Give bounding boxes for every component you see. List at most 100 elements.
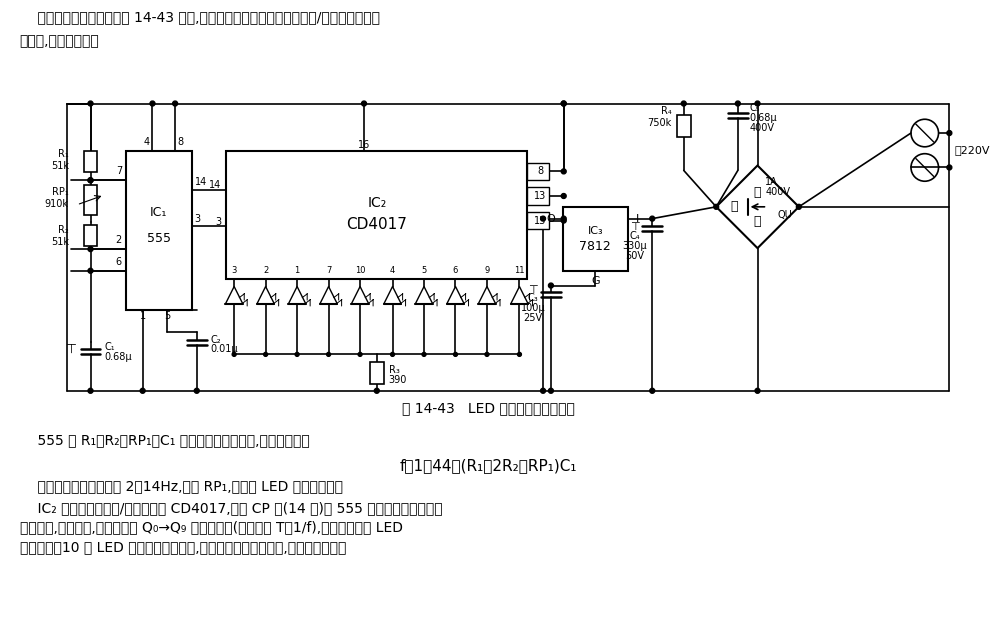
Text: 14: 14 xyxy=(194,178,207,187)
Text: 400V: 400V xyxy=(750,123,775,133)
Circle shape xyxy=(422,353,426,356)
Text: 50V: 50V xyxy=(625,251,644,261)
Text: C₄: C₄ xyxy=(629,231,640,242)
Text: C₂: C₂ xyxy=(210,335,221,345)
Bar xyxy=(528,212,549,230)
Text: 7: 7 xyxy=(116,166,122,176)
Text: 7: 7 xyxy=(326,266,331,275)
Text: 555: 555 xyxy=(147,232,171,245)
Text: 15: 15 xyxy=(534,216,547,226)
Text: 25V: 25V xyxy=(524,313,543,323)
Circle shape xyxy=(88,178,93,183)
Text: 51k: 51k xyxy=(51,237,68,247)
Circle shape xyxy=(232,353,236,356)
Circle shape xyxy=(797,204,802,209)
Text: 3: 3 xyxy=(194,214,201,224)
Text: ～: ～ xyxy=(754,215,761,228)
Text: O: O xyxy=(547,214,555,224)
Circle shape xyxy=(296,353,299,356)
Circle shape xyxy=(735,101,740,106)
Text: RP₁: RP₁ xyxy=(53,187,68,197)
Text: 图 14-43   LED 动态显示序列发生器: 图 14-43 LED 动态显示序列发生器 xyxy=(402,401,574,415)
Text: 5: 5 xyxy=(422,266,427,275)
Text: 0.01μ: 0.01μ xyxy=(210,344,238,354)
Circle shape xyxy=(682,101,686,106)
Text: 1A: 1A xyxy=(766,178,778,187)
Text: 390: 390 xyxy=(389,375,407,385)
Text: C₁: C₁ xyxy=(104,342,115,353)
Circle shape xyxy=(561,216,566,221)
Text: ＋: ＋ xyxy=(730,200,738,213)
Circle shape xyxy=(140,388,145,393)
Circle shape xyxy=(194,388,199,393)
Text: ～220V: ～220V xyxy=(954,145,990,155)
Text: 7812: 7812 xyxy=(579,240,611,253)
Circle shape xyxy=(150,101,155,106)
Circle shape xyxy=(549,388,554,393)
Bar xyxy=(677,115,690,137)
Text: G: G xyxy=(591,276,599,285)
Circle shape xyxy=(947,165,951,170)
Circle shape xyxy=(549,283,554,288)
Circle shape xyxy=(374,388,379,393)
Text: 100μ: 100μ xyxy=(521,303,546,313)
Text: 1: 1 xyxy=(140,311,146,321)
Circle shape xyxy=(264,353,268,356)
Bar xyxy=(562,207,628,271)
Circle shape xyxy=(561,193,566,198)
Circle shape xyxy=(561,101,566,106)
Text: IC₃: IC₃ xyxy=(587,226,603,236)
Text: 依次发光。10 个 LED 可组成不同的图案,或排成直线或组成圆圈,进行动态显示。: 依次发光。10 个 LED 可组成不同的图案,或排成直线或组成圆圈,进行动态显示… xyxy=(20,540,346,554)
Circle shape xyxy=(561,218,566,223)
Circle shape xyxy=(358,353,362,356)
Bar xyxy=(370,362,384,384)
Bar xyxy=(83,185,97,215)
Text: 6: 6 xyxy=(452,266,458,275)
Text: R₄: R₄ xyxy=(662,107,672,117)
Text: 5: 5 xyxy=(164,311,171,321)
Circle shape xyxy=(485,353,489,356)
Bar xyxy=(528,187,549,205)
Text: 11: 11 xyxy=(514,266,525,275)
Text: 2: 2 xyxy=(116,235,122,245)
Circle shape xyxy=(173,101,178,106)
Bar xyxy=(126,151,191,310)
Text: ～: ～ xyxy=(754,186,761,198)
Text: 1: 1 xyxy=(295,266,300,275)
Circle shape xyxy=(713,204,718,209)
Circle shape xyxy=(326,353,330,356)
Text: C₃: C₃ xyxy=(528,294,539,303)
Circle shape xyxy=(650,216,655,221)
Text: 沿触发下,进行计数,并依次输出 Q₀→Q₉ 高电平脉冲(脉冲宽度 T＝1/f),并驱动相应的 LED: 沿触发下,进行计数,并依次输出 Q₀→Q₉ 高电平脉冲(脉冲宽度 T＝1/f),… xyxy=(20,521,403,534)
Circle shape xyxy=(650,388,655,393)
Text: 0.68μ: 0.68μ xyxy=(750,113,778,123)
Circle shape xyxy=(561,169,566,174)
Text: ⊤: ⊤ xyxy=(65,343,76,356)
Text: 该显示序列发生电路如图 14-43 所示,它以时基振荡电路和十进制计数/脉冲分配器为核: 该显示序列发生电路如图 14-43 所示,它以时基振荡电路和十进制计数/脉冲分配… xyxy=(20,10,380,24)
Text: IC₂ 采用十进制计数/脉冲分配器 CD4017,它的 CP 端(14 脚)在 555 输出的脉冲序列上跳: IC₂ 采用十进制计数/脉冲分配器 CD4017,它的 CP 端(14 脚)在 … xyxy=(20,501,442,515)
Text: 4: 4 xyxy=(390,266,395,275)
Circle shape xyxy=(88,101,93,106)
Text: 8: 8 xyxy=(178,137,184,147)
Text: 750k: 750k xyxy=(648,118,672,128)
Text: 51k: 51k xyxy=(51,162,68,171)
Circle shape xyxy=(755,388,760,393)
Text: ⊤: ⊤ xyxy=(630,221,640,231)
Circle shape xyxy=(947,131,951,136)
Text: 心组成,外围元件少。: 心组成,外围元件少。 xyxy=(20,35,99,49)
Circle shape xyxy=(518,353,522,356)
Text: R₁: R₁ xyxy=(59,149,68,158)
Text: f＝1．44／(R₁＋2R₂＋RP₁)C₁: f＝1．44／(R₁＋2R₂＋RP₁)C₁ xyxy=(399,458,576,473)
Text: 8: 8 xyxy=(537,166,544,176)
Bar xyxy=(226,151,528,278)
Text: 910k: 910k xyxy=(45,199,68,209)
Text: 9: 9 xyxy=(484,266,490,275)
Text: I: I xyxy=(636,214,639,224)
Circle shape xyxy=(541,216,546,221)
Text: 400V: 400V xyxy=(766,187,791,197)
Text: 图示参数的振荡频率在 2～14Hz,调节 RP₁,以满足 LED 的动态变化。: 图示参数的振荡频率在 2～14Hz,调节 RP₁,以满足 LED 的动态变化。 xyxy=(20,479,342,493)
Circle shape xyxy=(561,101,566,106)
Text: IC₁: IC₁ xyxy=(150,206,168,219)
Text: C₅: C₅ xyxy=(750,103,760,113)
Text: 2: 2 xyxy=(263,266,268,275)
